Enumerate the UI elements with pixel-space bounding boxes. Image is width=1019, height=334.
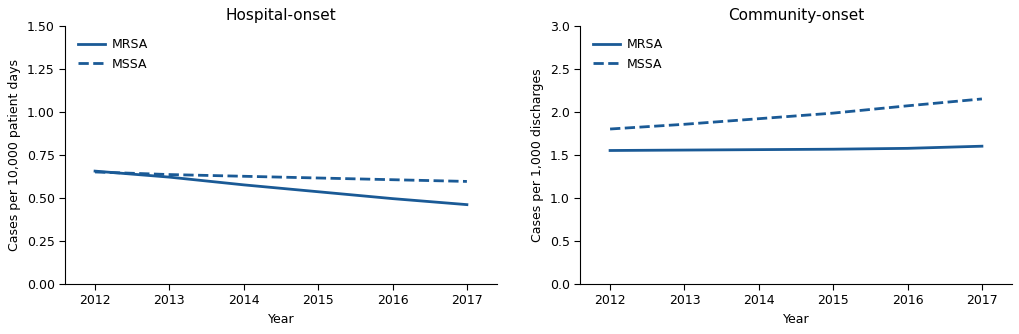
MSSA [312,176,324,180]
X-axis label: Year: Year [267,313,294,326]
Y-axis label: Cases per 10,000 patient days: Cases per 10,000 patient days [8,59,21,251]
MRSA [678,148,690,152]
MSSA [678,122,690,126]
X-axis label: Year: Year [782,313,808,326]
Y-axis label: Cases per 1,000 discharges: Cases per 1,000 discharges [531,68,544,241]
MRSA [461,203,473,207]
MRSA [163,175,175,179]
MSSA [386,178,398,182]
MSSA [603,127,615,131]
Legend: MRSA, MSSA: MRSA, MSSA [71,32,154,77]
MSSA [975,97,987,101]
MRSA [901,146,913,150]
MSSA [163,173,175,177]
Line: MRSA: MRSA [95,171,467,205]
Title: Community-onset: Community-onset [728,8,863,23]
Line: MSSA: MSSA [609,99,981,129]
MRSA [603,149,615,153]
Line: MRSA: MRSA [609,146,981,151]
Line: MSSA: MSSA [95,172,467,181]
MRSA [312,190,324,194]
MRSA [386,197,398,201]
MSSA [752,117,764,121]
MSSA [901,104,913,108]
MSSA [237,174,250,178]
MRSA [89,169,101,173]
MSSA [461,179,473,183]
MRSA [975,144,987,148]
MRSA [826,147,839,151]
MRSA [237,183,250,187]
MRSA [752,148,764,152]
Legend: MRSA, MSSA: MRSA, MSSA [586,32,668,77]
MSSA [89,170,101,174]
Title: Hospital-onset: Hospital-onset [225,8,336,23]
MSSA [826,111,839,115]
